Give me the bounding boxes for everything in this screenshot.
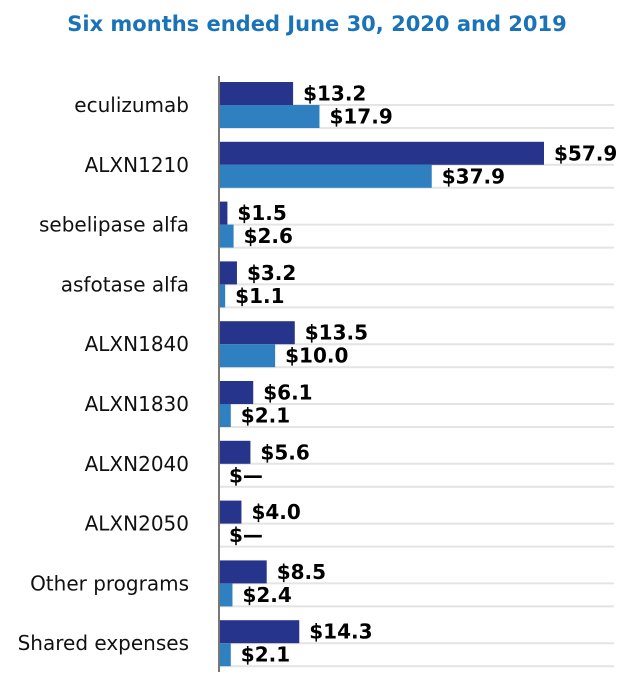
bar-2020-9	[219, 620, 300, 644]
category-label: Other programs	[30, 571, 189, 595]
data-label: $37.9	[442, 164, 505, 188]
category-label: sebelipase alfa	[39, 213, 189, 237]
category-label: ALXN2040	[85, 452, 189, 476]
category-label: Shared expenses	[18, 631, 189, 655]
bar-2020-2	[219, 201, 228, 225]
bar-2019-5	[219, 404, 231, 427]
bar-2020-7	[219, 500, 242, 524]
data-label: $57.9	[554, 141, 617, 165]
bar-2020-1	[219, 141, 544, 165]
data-label: $10.0	[285, 344, 348, 368]
data-label: $8.5	[277, 560, 326, 584]
data-label: $14.3	[309, 620, 372, 644]
data-label: $5.6	[260, 440, 309, 464]
data-label: $1.5	[237, 201, 286, 225]
bar-2020-6	[219, 440, 251, 464]
bar-2019-8	[219, 583, 233, 607]
bar-2019-0	[219, 105, 320, 128]
data-label: $4.0	[251, 500, 300, 524]
data-label: $6.1	[263, 381, 312, 405]
category-label: eculizumab	[74, 93, 189, 117]
bar-2020-3	[219, 261, 237, 285]
data-label: $13.2	[303, 82, 366, 106]
chart-title: Six months ended June 30, 2020 and 2019	[67, 12, 567, 36]
data-label: $17.9	[329, 105, 392, 129]
bar-2019-9	[219, 643, 231, 667]
data-label: $2.1	[241, 643, 290, 667]
bar-2019-2	[219, 224, 234, 248]
bar-2020-4	[219, 321, 295, 345]
data-label: $2.6	[244, 224, 293, 248]
data-label: $2.1	[241, 404, 290, 428]
category-label: ALXN2050	[85, 512, 189, 536]
bar-2020-0	[219, 82, 294, 105]
bar-2020-8	[219, 560, 267, 584]
data-label: $2.4	[242, 583, 291, 607]
category-label: ALXN1840	[85, 332, 189, 356]
category-label: asfotase alfa	[61, 272, 189, 296]
data-label: $1.1	[235, 284, 284, 308]
data-label: $13.5	[305, 321, 368, 345]
data-label: $3.2	[247, 261, 296, 285]
bar-2019-4	[219, 344, 276, 368]
bar-2019-1	[219, 164, 432, 188]
category-label: ALXN1210	[85, 153, 189, 177]
data-label: $—	[229, 523, 263, 547]
bar-2019-3	[219, 284, 226, 308]
bar-2020-5	[219, 381, 254, 404]
category-label: ALXN1830	[85, 392, 189, 416]
data-label: $—	[229, 463, 263, 487]
